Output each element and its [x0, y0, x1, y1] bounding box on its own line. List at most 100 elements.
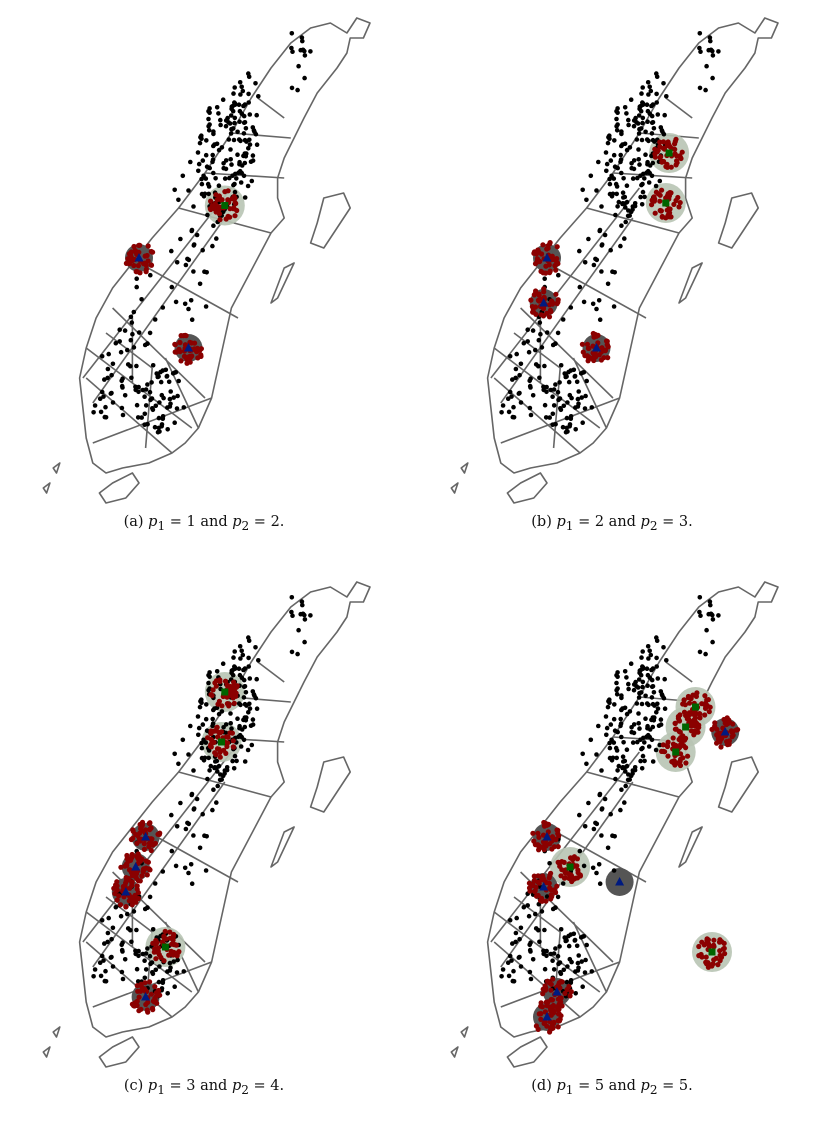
demand-point — [232, 85, 237, 90]
demand-point — [243, 690, 249, 695]
demand-point — [150, 971, 156, 977]
demand-point — [703, 651, 708, 657]
demand-point — [528, 940, 533, 945]
demand-point — [129, 939, 134, 945]
small-island-outline — [460, 1026, 469, 1038]
demand-point — [199, 133, 204, 138]
demand-point — [150, 407, 156, 413]
assigned-point — [533, 288, 539, 294]
assigned-point — [213, 192, 219, 198]
demand-point — [134, 927, 139, 933]
demand-point — [227, 175, 232, 181]
assigned-point — [651, 198, 657, 204]
demand-point — [614, 124, 619, 129]
assigned-point — [232, 213, 238, 219]
demand-point — [588, 173, 594, 179]
demand-point — [635, 739, 640, 745]
demand-point — [624, 675, 629, 680]
demand-point — [295, 87, 300, 93]
demand-point — [517, 954, 522, 960]
demand-point — [238, 744, 244, 749]
demand-point — [172, 984, 177, 989]
demand-point — [237, 119, 242, 124]
demand-point — [513, 939, 518, 945]
assigned-point — [167, 929, 173, 935]
demand-point — [631, 687, 637, 693]
demand-point — [560, 317, 566, 322]
demand-point — [655, 676, 661, 681]
demand-point — [643, 129, 648, 135]
demand-point — [210, 157, 216, 162]
demand-point — [602, 232, 608, 238]
demand-point — [122, 328, 128, 333]
demand-point — [211, 787, 216, 792]
demand-point — [254, 112, 259, 118]
assigned-point — [657, 198, 663, 204]
demand-point — [635, 685, 641, 690]
assigned-point — [724, 742, 731, 748]
demand-point — [235, 152, 240, 157]
demand-point — [581, 299, 587, 305]
demand-point — [102, 978, 108, 984]
demand-point — [649, 113, 655, 119]
demand-point — [97, 960, 103, 965]
demand-point — [157, 964, 162, 969]
demand-point — [640, 684, 645, 690]
assigned-point — [664, 142, 670, 149]
demand-point — [165, 991, 170, 996]
assigned-point — [536, 292, 542, 298]
assigned-point — [139, 873, 145, 879]
demand-point — [584, 197, 589, 203]
assigned-point — [649, 202, 655, 208]
demand-point — [608, 247, 613, 253]
facility-triangle-marker — [141, 832, 151, 841]
demand-point — [174, 970, 180, 975]
assigned-point — [573, 875, 579, 881]
demand-point — [246, 100, 251, 105]
demand-point — [99, 354, 105, 359]
assigned-point — [673, 197, 679, 204]
demand-point — [707, 599, 713, 604]
demand-point — [296, 627, 301, 633]
demand-point — [584, 761, 589, 767]
demand-point — [525, 339, 530, 344]
facility-triangle-marker — [542, 832, 552, 841]
assigned-point — [549, 846, 555, 852]
assigned-point — [721, 940, 727, 946]
demand-point — [615, 768, 620, 773]
demand-point — [658, 717, 664, 722]
demand-point — [551, 403, 557, 408]
demand-point — [223, 158, 229, 163]
demand-point — [558, 407, 564, 413]
demand-point — [631, 123, 637, 129]
assigned-point — [117, 902, 124, 908]
demand-point — [136, 330, 142, 335]
demand-point — [541, 387, 546, 393]
island-outline — [486, 581, 779, 1038]
demand-point — [242, 759, 248, 764]
demand-point — [246, 655, 251, 661]
assigned-point — [692, 715, 699, 721]
assigned-point — [568, 872, 574, 878]
assigned-point — [545, 245, 551, 251]
map-panel-b — [450, 17, 779, 504]
assigned-point — [653, 189, 659, 195]
demand-point — [117, 327, 122, 333]
assigned-point — [168, 948, 174, 954]
demand-point — [500, 967, 506, 972]
demand-point — [210, 807, 215, 813]
demand-point — [253, 695, 259, 701]
demand-point — [506, 409, 512, 415]
demand-point — [553, 341, 558, 346]
assigned-point — [136, 994, 142, 1000]
demand-point — [697, 595, 703, 600]
assigned-point — [155, 987, 162, 994]
assigned-point — [150, 842, 156, 848]
demand-point — [223, 730, 229, 736]
demand-point — [206, 748, 212, 753]
demand-point — [568, 414, 574, 419]
demand-point — [220, 661, 226, 666]
demand-point — [247, 701, 252, 707]
demand-point — [594, 188, 599, 193]
assigned-point — [531, 838, 537, 844]
